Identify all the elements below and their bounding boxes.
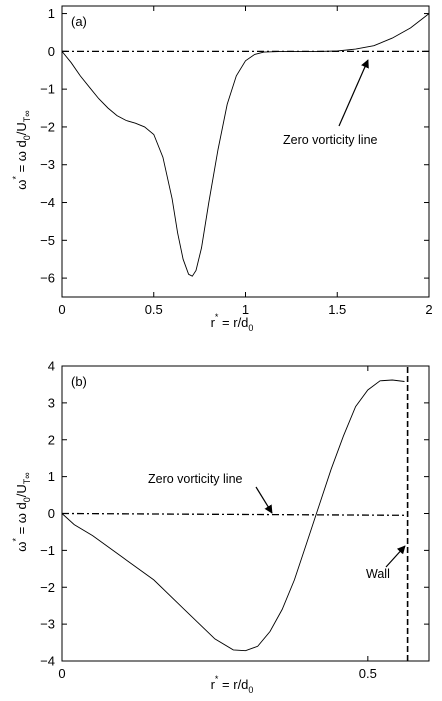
y-tick-label: −2 [40, 119, 55, 134]
y-tick-label: 3 [48, 395, 55, 410]
y-tick-label: −4 [40, 654, 55, 669]
y-tick-label: −4 [40, 195, 55, 210]
y-tick-label: −3 [40, 617, 55, 632]
x-tick-label: 1.5 [328, 302, 346, 317]
y-tick-label: −5 [40, 233, 55, 248]
y-tick-label: 2 [48, 432, 55, 447]
svg-text:ω* = ω d0/UT∞: ω* = ω d0/UT∞ [11, 472, 32, 551]
annotation-arrow [385, 545, 406, 568]
y-tick-label: 1 [48, 6, 55, 21]
y-tick-label: 0 [48, 44, 55, 59]
svg-text:r* = r/d0: r* = r/d0 [211, 312, 254, 333]
axis-ticks: 0 0.5 1 1.5 2 1 0 −1 −2 −3 −4 −5 −6 [40, 6, 433, 317]
x-tick-label: 0.5 [145, 302, 163, 317]
panel-label: (a) [71, 14, 87, 29]
x-tick-label: 0 [58, 302, 65, 317]
x-axis-label: r* = r/d0 [211, 312, 254, 333]
y-tick-label: 4 [48, 359, 55, 374]
annotation-zero-vorticity: Zero vorticity line [283, 133, 378, 147]
zero-vorticity-line [61, 512, 405, 516]
y-tick-label: −6 [40, 271, 55, 286]
svg-text:ω* = ω d0/UT∞: ω* = ω d0/UT∞ [11, 110, 32, 189]
y-axis-label: ω* = ω d0/UT∞ [11, 110, 32, 189]
vorticity-curve [61, 379, 405, 652]
x-tick-label: 2 [425, 302, 432, 317]
y-axis-label: ω* = ω d0/UT∞ [11, 472, 32, 551]
vorticity-curve [61, 13, 430, 277]
x-tick-label: 0.5 [359, 666, 377, 681]
data-marks [61, 13, 430, 277]
y-tick-label: 1 [48, 469, 55, 484]
y-tick-label: −2 [40, 580, 55, 595]
y-tick-label: −3 [40, 157, 55, 172]
panel-b: 0 0.5 4 3 2 1 0 −1 −2 −3 −4 (b) Zero vorticity lin… [11, 359, 430, 695]
x-axis-label: r* = r/d0 [211, 674, 254, 695]
y-tick-label: 0 [48, 506, 55, 521]
plot-frame [61, 5, 430, 298]
y-tick-label: −1 [40, 82, 55, 97]
axis-ticks: 0 0.5 4 3 2 1 0 −1 −2 −3 −4 [40, 359, 429, 681]
panel-a: 0 0.5 1 1.5 2 1 0 −1 −2 −3 −4 −5 −6 (a) Zero vortici… [11, 5, 433, 333]
x-tick-label: 1 [242, 302, 249, 317]
annotation-wall: Wall [366, 567, 390, 581]
y-tick-label: −1 [40, 543, 55, 558]
annotation-arrow [338, 59, 369, 127]
annotation-zero-vorticity: Zero vorticity line [148, 472, 243, 486]
x-tick-label: 0 [58, 666, 65, 681]
svg-text:r* = r/d0: r* = r/d0 [211, 674, 254, 695]
data-marks [61, 366, 409, 661]
panel-label: (b) [71, 374, 87, 389]
annotation-arrow [255, 486, 273, 514]
